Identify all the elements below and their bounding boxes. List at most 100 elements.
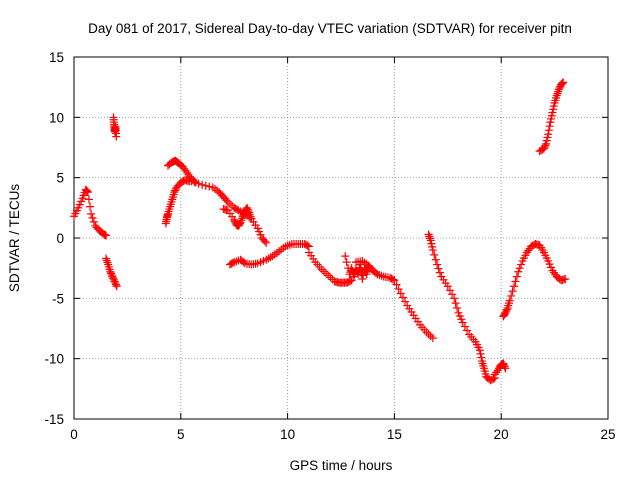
data-point [198, 180, 207, 189]
data-point-interp [394, 285, 403, 294]
x-tick-label: 5 [177, 427, 185, 442]
data-point-interp [346, 277, 355, 286]
data-point [390, 276, 399, 285]
data-point-interp [524, 246, 533, 255]
data-point [178, 162, 187, 171]
data-point [443, 282, 452, 291]
data-point-interp [544, 126, 553, 135]
data-point [112, 132, 121, 141]
data-point [458, 318, 467, 327]
data-point-interp [431, 255, 440, 264]
data-point [561, 275, 570, 284]
axis-ticks: 0 5 10 15 20 25 -15 -10 -5 0 5 10 15 [44, 50, 615, 442]
data-point-interp [451, 299, 460, 308]
data-point-interp [545, 122, 554, 131]
data-point-interp [246, 212, 255, 221]
data-point-interp [184, 170, 193, 179]
data-point [501, 364, 510, 373]
x-tick-label: 0 [70, 427, 78, 442]
data-point [112, 282, 121, 291]
data-point-interp [511, 277, 520, 286]
data-point-interp [342, 258, 351, 267]
data-point-interp [425, 232, 434, 241]
data-point-interp [112, 280, 121, 289]
data-point-interp [512, 272, 521, 281]
data-point-interp [398, 293, 407, 302]
data-point-interp [541, 141, 550, 150]
data-point [552, 91, 561, 100]
data-point-interp [492, 368, 501, 377]
data-point [83, 188, 92, 197]
data-point-interp [245, 210, 254, 219]
data-point-interp [453, 303, 462, 312]
data-points [70, 78, 570, 385]
data-point-interp [84, 195, 93, 204]
data-point-interp [448, 290, 457, 299]
data-point [548, 266, 557, 275]
data-point-interp [515, 264, 524, 273]
x-tick-label: 25 [600, 427, 615, 442]
data-point-interp [181, 166, 190, 175]
data-point-interp [222, 196, 231, 205]
data-point [183, 168, 192, 177]
data-point-interp [303, 241, 312, 250]
grid-lines [74, 57, 608, 419]
data-point-interp [201, 181, 210, 190]
data-point-interp [244, 207, 253, 216]
data-point-interp [460, 322, 469, 331]
data-point-interp [180, 164, 189, 173]
data-point-interp [500, 362, 509, 371]
x-axis-label: GPS time / hours [290, 458, 393, 473]
x-tick-label: 20 [494, 427, 509, 442]
data-point [236, 218, 245, 227]
data-point-interp [103, 258, 112, 267]
data-point-interp [82, 186, 91, 195]
y-tick-label: -10 [44, 352, 64, 367]
data-point [505, 296, 514, 305]
x-tick-label: 15 [387, 427, 402, 442]
data-point-interp [554, 87, 563, 96]
data-point-interp [228, 258, 237, 267]
data-point [428, 246, 437, 255]
y-axis-label: SDTVAR / TECUs [7, 184, 22, 293]
data-point-interp [557, 79, 566, 88]
data-point [544, 130, 553, 139]
data-point-interp [89, 217, 98, 226]
data-point-interp [205, 182, 214, 191]
data-point [245, 208, 254, 217]
data-point-interp [476, 349, 485, 358]
chart-title: Day 081 of 2017, Sidereal Day-to-day VTE… [88, 21, 572, 36]
data-point-interp [508, 287, 517, 296]
data-point-interp [435, 268, 444, 277]
data-point-interp [102, 256, 111, 265]
data-point-interp [463, 326, 472, 335]
data-point [247, 214, 256, 223]
data-point-interp [502, 305, 511, 314]
data-point-interp [194, 179, 203, 188]
data-point-interp [371, 268, 380, 277]
data-point-interp [237, 216, 246, 225]
data-point [102, 231, 111, 240]
data-point [396, 289, 405, 298]
data-point-interp [445, 286, 454, 295]
data-point-interp [83, 187, 92, 196]
data-point-interp [88, 213, 97, 222]
data-point [187, 177, 196, 186]
y-tick-label: 0 [56, 231, 64, 246]
data-point [102, 254, 111, 263]
data-point-interp [558, 79, 567, 88]
data-point-interp [553, 89, 562, 98]
data-point [450, 294, 459, 303]
data-point [559, 78, 568, 87]
x-tick-label: 10 [280, 427, 295, 442]
data-point-interp [239, 258, 248, 267]
y-tick-label: 10 [49, 110, 64, 125]
data-point-interp [549, 268, 558, 277]
data-point [358, 275, 367, 284]
data-point-interp [233, 205, 242, 214]
data-point [522, 248, 531, 257]
data-point-interp [388, 275, 397, 284]
data-point [490, 370, 499, 379]
